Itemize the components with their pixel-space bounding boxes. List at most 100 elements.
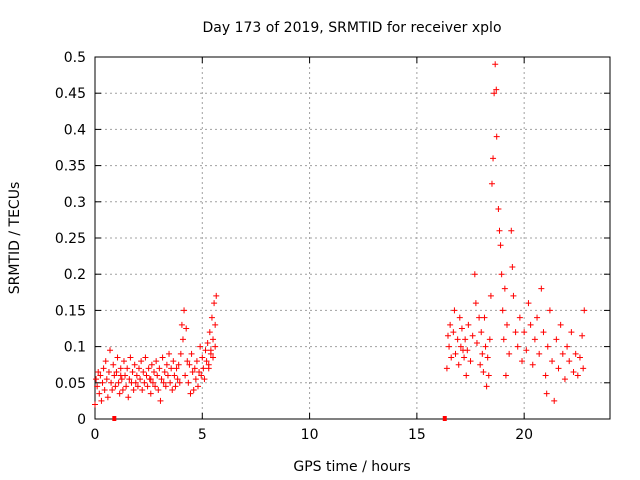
data-point xyxy=(212,321,219,328)
data-point xyxy=(173,365,180,372)
data-point xyxy=(147,390,154,397)
data-point xyxy=(447,321,454,328)
y-tick-label: 0 xyxy=(77,412,86,428)
data-point xyxy=(116,390,123,397)
data-point xyxy=(519,358,526,365)
data-point xyxy=(576,354,583,361)
data-point xyxy=(154,372,161,379)
x-axis: 0 5 10 15 20 xyxy=(91,57,533,443)
data-point xyxy=(145,365,152,372)
data-point xyxy=(189,368,196,375)
data-point xyxy=(566,358,573,365)
x-tick-label: 20 xyxy=(515,427,533,443)
data-point xyxy=(213,292,220,299)
y-axis-label: SRMTID / TECUs xyxy=(7,182,23,295)
data-point xyxy=(502,372,509,379)
data-point xyxy=(476,314,483,321)
data-point xyxy=(208,314,215,321)
data-point xyxy=(495,206,502,213)
y-tick-label: 0.3 xyxy=(64,195,86,211)
y-tick-label: 0.1 xyxy=(64,340,86,356)
data-point xyxy=(450,329,457,336)
data-point xyxy=(458,325,465,332)
data-point xyxy=(525,300,532,307)
data-point xyxy=(509,263,516,270)
data-point xyxy=(497,242,504,249)
data-point xyxy=(463,372,470,379)
data-point xyxy=(454,336,461,343)
data-point xyxy=(125,394,132,401)
data-point xyxy=(99,379,106,386)
data-point xyxy=(101,387,108,394)
data-point xyxy=(203,358,210,365)
data-point xyxy=(538,285,545,292)
data-points xyxy=(92,61,588,421)
data-point xyxy=(557,321,564,328)
data-point xyxy=(200,365,207,372)
data-point xyxy=(160,379,167,386)
data-point xyxy=(153,358,160,365)
x-tick-label: 10 xyxy=(301,427,319,443)
data-point xyxy=(546,307,553,314)
data-point xyxy=(465,321,472,328)
data-point xyxy=(579,332,586,339)
data-point xyxy=(184,358,191,365)
data-point xyxy=(187,390,194,397)
y-tick-label: 0.05 xyxy=(55,376,86,392)
data-point xyxy=(553,336,560,343)
data-point xyxy=(102,358,109,365)
data-point xyxy=(96,390,103,397)
data-point xyxy=(171,372,178,379)
data-point xyxy=(206,329,213,336)
data-point xyxy=(143,372,150,379)
data-point xyxy=(452,350,459,357)
data-point xyxy=(484,354,491,361)
data-point xyxy=(103,376,110,383)
data-point xyxy=(174,376,181,383)
data-point xyxy=(500,336,507,343)
x-tick-label: 0 xyxy=(91,427,100,443)
data-point xyxy=(549,358,556,365)
data-point xyxy=(158,376,165,383)
data-point xyxy=(492,61,499,68)
data-point xyxy=(551,397,558,404)
data-point xyxy=(140,368,147,375)
data-point xyxy=(149,379,156,386)
data-point xyxy=(168,365,175,372)
data-point xyxy=(192,376,199,383)
data-point xyxy=(141,379,148,386)
data-point xyxy=(138,358,145,365)
data-point xyxy=(523,347,530,354)
data-point xyxy=(521,329,528,336)
data-point xyxy=(457,343,464,350)
data-point xyxy=(107,347,114,354)
data-point xyxy=(198,372,205,379)
baseline-marker xyxy=(112,416,117,421)
data-point xyxy=(155,387,162,394)
data-point xyxy=(110,361,117,368)
data-point xyxy=(92,401,98,408)
data-point xyxy=(105,368,112,375)
x-tick-label: 15 xyxy=(408,427,426,443)
data-point xyxy=(496,227,503,234)
data-point xyxy=(172,383,179,390)
data-point xyxy=(570,368,577,375)
y-tick-label: 0.25 xyxy=(55,231,86,247)
data-point xyxy=(581,307,588,314)
y-tick-label: 0.5 xyxy=(64,50,86,66)
data-point xyxy=(123,383,130,390)
data-point xyxy=(139,387,146,394)
data-point xyxy=(574,372,581,379)
data-point xyxy=(477,361,484,368)
data-point xyxy=(93,376,100,383)
data-point xyxy=(516,314,523,321)
data-point xyxy=(506,350,513,357)
data-point xyxy=(543,390,550,397)
data-point xyxy=(210,354,217,361)
data-point xyxy=(196,368,203,375)
data-point xyxy=(135,365,142,372)
data-point xyxy=(147,376,154,383)
data-point xyxy=(191,365,198,372)
data-point xyxy=(117,365,124,372)
data-point xyxy=(211,300,218,307)
